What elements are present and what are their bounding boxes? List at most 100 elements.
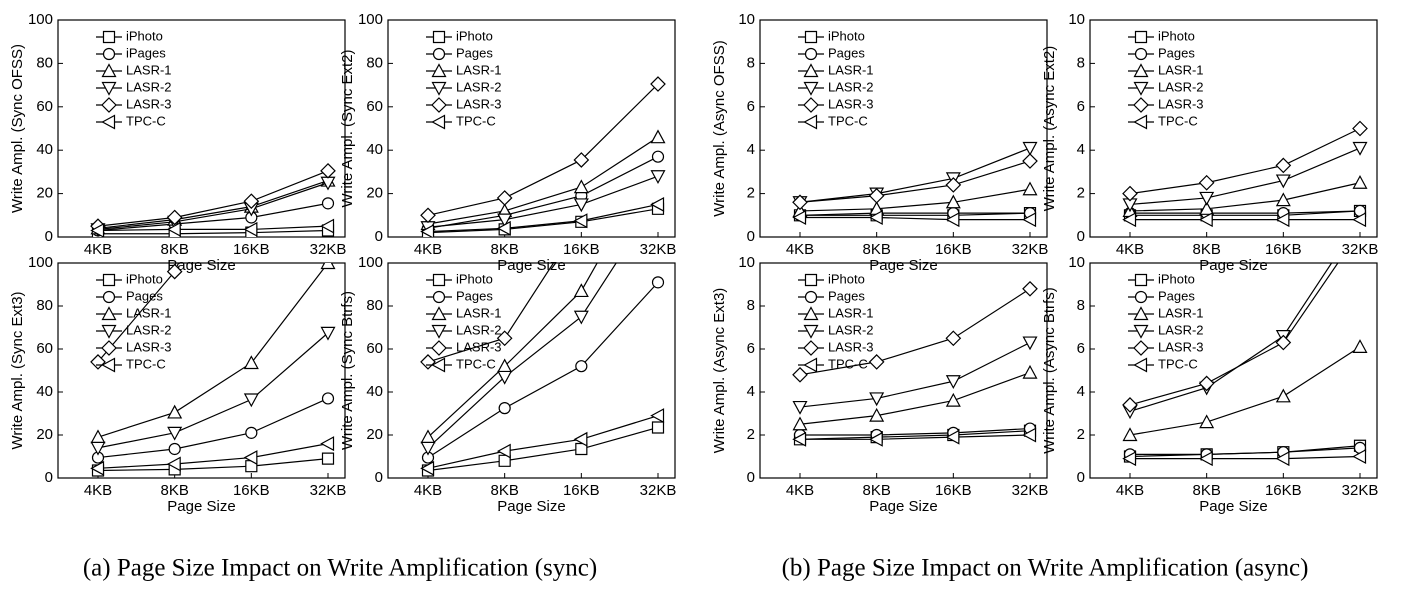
legend-marker	[1133, 340, 1149, 356]
series-line	[799, 372, 1031, 425]
legend-marker	[804, 290, 818, 304]
legend-label: LASR-2	[828, 79, 874, 94]
y-tick-label: 4	[1077, 383, 1085, 400]
caption: (a) Page Size Impact on Write Amplificat…	[83, 555, 597, 582]
point	[1122, 212, 1137, 228]
point	[166, 263, 183, 280]
legend-label: Pages	[828, 45, 865, 60]
series-line	[427, 136, 659, 225]
point	[420, 354, 436, 370]
series-line	[799, 288, 1031, 376]
y-axis-label: Write Ampl. (Async Ext3)	[711, 288, 728, 454]
point	[945, 194, 961, 209]
x-tick-label: 8KB	[862, 241, 890, 258]
y-tick-label: 2	[1077, 426, 1085, 443]
panel: 0 2 4 6 8 10 4KB 8KB 16KB 32KB Page Size Write Ampl…	[711, 11, 1048, 274]
point	[1199, 414, 1215, 429]
point	[167, 404, 183, 419]
point	[573, 431, 588, 447]
point	[245, 211, 258, 224]
x-tick-label: 4KB	[414, 482, 442, 499]
x-tick-label: 16KB	[233, 241, 270, 258]
point	[650, 196, 665, 212]
legend-label: LASR-1	[126, 305, 172, 320]
y-tick-label: 10	[1068, 254, 1085, 271]
point	[420, 207, 436, 224]
point	[321, 197, 335, 210]
x-tick-label: 16KB	[233, 482, 270, 499]
legend-label: LASR-2	[456, 322, 502, 337]
point	[573, 283, 589, 298]
panel: 0 20 40 60 80 100 4KB 8KB 16KB 32KB Page Size Write…	[9, 11, 346, 274]
point	[1275, 192, 1291, 207]
x-axis-label: Page Size	[167, 498, 235, 515]
legend-label: LASR-2	[126, 79, 172, 94]
series-line	[97, 458, 329, 472]
legend-label: LASR-1	[828, 62, 874, 77]
y-tick-label: 0	[747, 469, 755, 486]
legend-marker	[803, 63, 819, 78]
legend-marker	[431, 97, 447, 113]
x-tick-label: 16KB	[1265, 482, 1302, 499]
x-tick-label: 16KB	[935, 241, 972, 258]
point	[1275, 334, 1292, 351]
series-line	[800, 434, 1031, 440]
legend-marker	[1133, 357, 1148, 373]
legend-marker	[803, 306, 819, 321]
legend-marker	[431, 357, 446, 373]
series-line	[800, 216, 1030, 221]
legend-marker	[1134, 30, 1148, 44]
point	[1352, 174, 1368, 189]
plot-area	[90, 162, 336, 237]
y-tick-label: 4	[747, 383, 755, 400]
legend-label: iPhoto	[126, 271, 163, 286]
point	[1275, 174, 1291, 189]
y-tick-label: 2	[747, 426, 755, 443]
y-tick-label: 100	[358, 11, 383, 28]
x-tick-label: 4KB	[1116, 241, 1144, 258]
point	[1353, 204, 1367, 217]
legend-marker	[101, 357, 116, 373]
y-axis-label: Write Ampl. (Sync Ext3)	[9, 291, 26, 449]
series-line	[97, 443, 329, 469]
x-tick-label: 32KB	[310, 241, 347, 258]
legend-label: iPhoto	[828, 28, 865, 43]
y-tick-label: 6	[1077, 98, 1085, 115]
y-axis-label: Write Ampl. (Async Ext2)	[1041, 46, 1058, 212]
series-line	[427, 426, 659, 472]
x-tick-label: 4KB	[414, 241, 442, 258]
legend-label: TPC-C	[828, 356, 868, 371]
plot-area	[792, 280, 1038, 447]
point	[1198, 212, 1213, 228]
series-line	[97, 170, 329, 227]
point	[320, 436, 335, 452]
legend-marker	[101, 306, 117, 321]
point	[1022, 153, 1038, 169]
point	[650, 76, 666, 92]
series-line	[97, 225, 329, 232]
point	[421, 451, 435, 464]
plot-area	[90, 263, 336, 477]
legend-marker	[101, 63, 117, 78]
series-line	[427, 156, 659, 229]
x-tick-label: 32KB	[310, 482, 347, 499]
y-tick-label: 20	[36, 426, 53, 443]
point	[320, 326, 336, 341]
legend-marker	[431, 81, 447, 96]
legend-label: TPC-C	[828, 113, 868, 128]
legend-marker	[102, 30, 116, 44]
series-line	[799, 160, 1031, 203]
point	[168, 442, 181, 455]
y-tick-label: 40	[36, 141, 53, 158]
point	[650, 170, 666, 184]
legend-label: Pages	[126, 288, 163, 303]
x-tick-label: 32KB	[1342, 241, 1379, 258]
legend-marker	[432, 290, 446, 304]
legend-marker	[803, 81, 819, 96]
point	[243, 355, 259, 370]
x-tick-label: 4KB	[84, 482, 112, 499]
legend-label: LASR-2	[1158, 79, 1204, 94]
legend-label: LASR-1	[1158, 62, 1204, 77]
legend-marker	[1134, 273, 1148, 287]
point	[420, 224, 435, 237]
